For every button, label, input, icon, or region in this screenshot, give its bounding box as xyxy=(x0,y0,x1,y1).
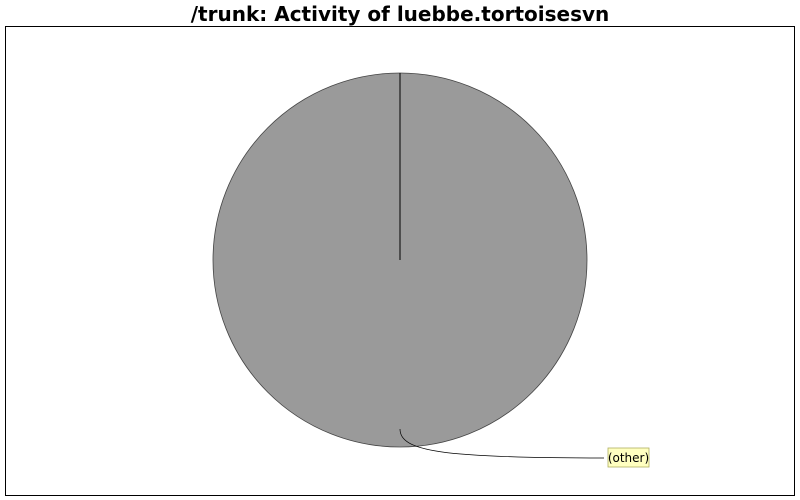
slice-label-box xyxy=(607,447,650,468)
pie-labels: (other) xyxy=(399,428,650,468)
slice-leader-line xyxy=(399,428,605,459)
chart-title: /trunk: Activity of luebbe.tortoisesvn xyxy=(190,2,610,26)
slice-label: (other) xyxy=(608,451,649,465)
pie-slices xyxy=(212,72,588,448)
